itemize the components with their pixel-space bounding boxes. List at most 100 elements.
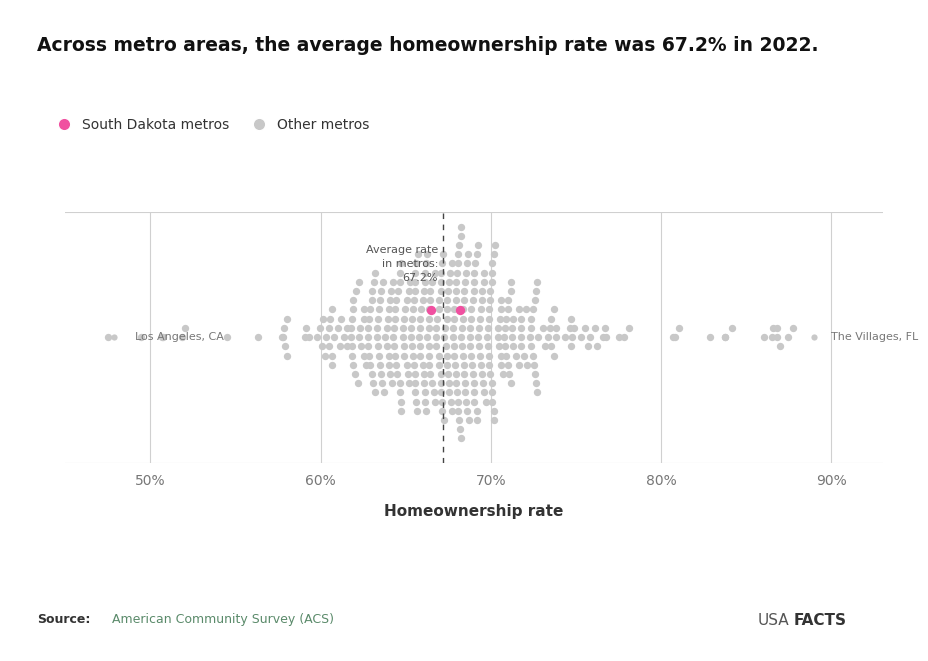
Point [543,341,558,352]
Point [399,360,414,370]
Point [445,323,460,333]
Point [529,276,544,287]
Point [355,313,370,324]
Point [297,332,312,342]
Point [440,369,455,379]
Point [433,378,448,389]
Point [598,323,612,333]
Point [444,258,458,269]
Point [453,221,468,232]
Point [406,360,421,370]
Point [412,350,427,361]
Text: American Community Survey (ACS): American Community Survey (ACS) [112,613,334,627]
Point [321,323,336,333]
Point [427,397,442,407]
Point [336,332,351,342]
Point [340,341,354,352]
Point [388,360,403,370]
Point [765,323,780,333]
Point [482,360,496,370]
Point [587,323,602,333]
Point [383,286,398,296]
Point [362,350,377,361]
Point [275,332,290,342]
Point [542,323,557,333]
Point [453,231,468,241]
Point [439,360,454,370]
Point [327,332,342,342]
Point [469,405,483,416]
Point [332,341,347,352]
Point [382,369,397,379]
Point [412,341,427,352]
Text: Average rate
in metros:
67.2%: Average rate in metros: 67.2% [366,245,437,283]
Point [457,369,471,379]
Point [388,304,403,315]
Point [412,313,427,324]
Point [407,397,422,407]
Point [450,258,465,269]
Point [461,414,476,425]
Point [356,304,371,315]
Point [345,360,360,370]
Point [413,304,428,315]
Point [465,295,480,305]
Point [436,332,451,342]
Point [351,332,366,342]
Point [772,341,787,352]
Point [324,304,339,315]
Point [404,341,419,352]
Point [404,323,419,333]
Point [431,360,445,370]
Point [466,378,481,389]
Point [381,360,396,370]
Point [513,323,528,333]
Point [599,332,613,342]
Point [454,323,469,333]
Point [416,286,431,296]
Point [483,286,497,296]
Point [405,313,419,324]
Point [433,397,448,407]
Point [447,295,462,305]
Point [470,332,485,342]
Point [407,276,422,287]
Point [418,267,432,278]
Point [393,405,408,416]
Point [504,332,519,342]
Point [417,276,432,287]
Point [316,350,331,361]
Point [360,341,375,352]
Point [456,360,470,370]
Point [535,323,549,333]
Point [563,313,578,324]
Point [277,341,292,352]
Point [561,323,576,333]
Point [482,304,496,315]
Point [522,323,537,333]
Point [412,323,427,333]
Point [386,323,401,333]
Point [457,276,471,287]
Point [470,240,484,251]
Point [364,369,379,379]
Point [219,332,234,342]
Point [342,332,357,342]
Point [455,341,470,352]
Point [274,332,289,342]
Point [429,341,444,352]
Point [420,341,435,352]
Point [574,332,588,342]
Point [482,295,496,305]
Point [548,332,562,342]
Point [310,332,325,342]
Point [422,369,437,379]
Point [466,267,481,278]
Point [376,387,391,398]
Point [522,332,536,342]
Point [466,387,481,398]
Point [392,378,406,389]
Point [611,332,625,342]
Point [449,267,464,278]
Point [387,313,402,324]
